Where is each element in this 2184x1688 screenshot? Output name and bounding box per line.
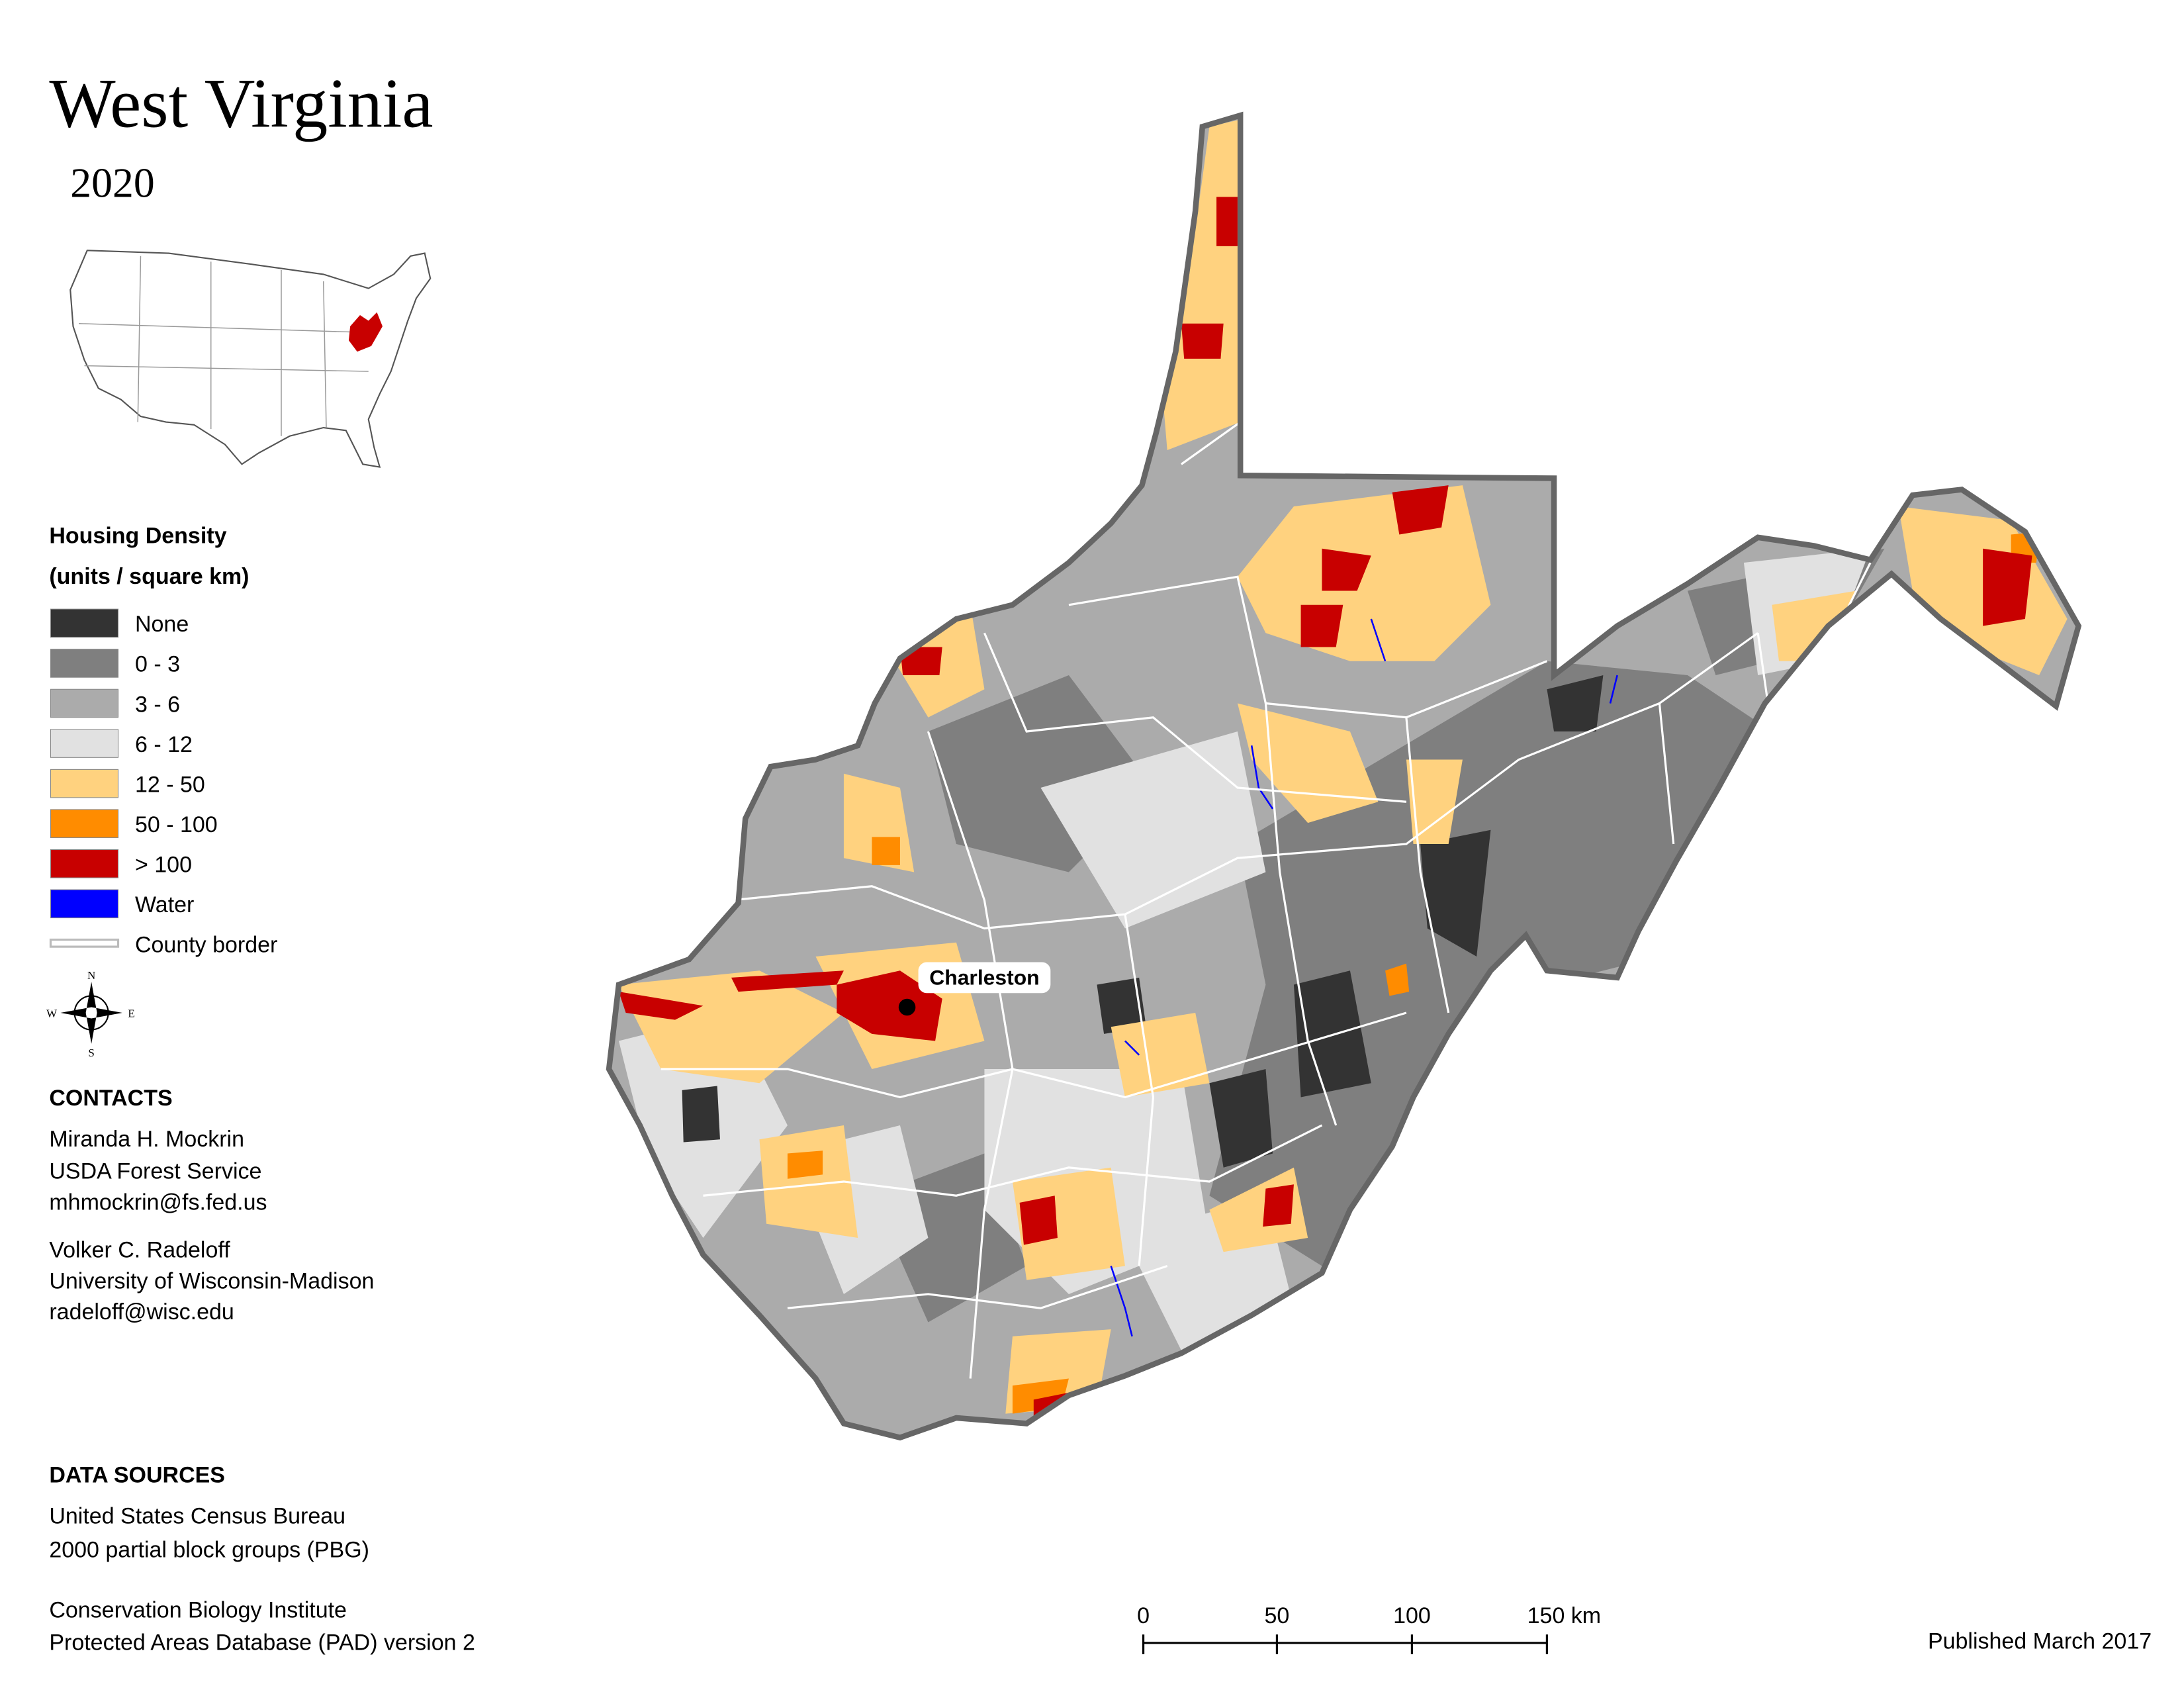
legend: None 0 - 3 3 - 6 6 - 12 12 - 50 50 - 100 > 100… [49,608,277,958]
legend-label: None [135,612,189,637]
source-line: Conservation Biology Institute [49,1598,347,1623]
map-title: West Virginia [49,64,433,142]
contacts-heading: CONTACTS [49,1086,172,1111]
legend-label: County border [135,933,277,958]
scale-label: 150 km [1527,1603,1601,1628]
legend-swatch [50,769,119,798]
legend-label: 6 - 12 [135,732,193,757]
legend-label: 12 - 50 [135,772,205,797]
city-label-bg [918,962,1051,994]
density-over-100 [618,197,2032,1424]
map-year: 2020 [70,160,154,207]
scale-label: 100 [1393,1603,1431,1628]
source-line: 2000 partial block groups (PBG) [49,1537,369,1562]
source-line: Protected Areas Database (PAD) version 2 [49,1630,475,1656]
legend-label: 3 - 6 [135,692,180,717]
contact-line: Miranda H. Mockrin [49,1127,244,1152]
scale-bar: 0 50 100 150 km [1137,1603,1601,1654]
source-line: United States Census Bureau [49,1503,345,1528]
legend-swatch [50,889,119,919]
legend-label: Water [135,892,194,917]
legend-swatch [50,608,119,638]
inset-highlight [348,312,383,352]
legend-label: > 100 [135,852,192,877]
compass: N S E W [46,969,135,1059]
contact-line: Volker C. Radeloff [49,1238,230,1263]
contact-line: University of Wisconsin-Madison [49,1268,374,1293]
contact-line: radeloff@wisc.edu [49,1299,234,1325]
legend-swatch [50,729,119,758]
contact-line: USDA Forest Service [49,1159,261,1184]
state-map: Charleston [609,115,2079,1437]
inset-us-map [69,250,432,468]
sources-heading: DATA SOURCES [49,1463,225,1488]
scale-label: 50 [1265,1603,1290,1628]
compass-w: W [46,1007,57,1019]
compass-n: N [87,969,95,982]
city-dot [898,998,916,1016]
legend-subtitle: (units / square km) [49,564,249,589]
legend-swatch [50,688,119,718]
compass-e: E [128,1007,134,1019]
legend-label: 0 - 3 [135,652,180,677]
legend-swatch [50,849,119,878]
legend-swatch [50,649,119,678]
density-none [682,675,1604,1168]
contact-line: mhmockrin@fs.fed.us [49,1190,267,1215]
published-note: Published March 2017 [1928,1628,2152,1654]
legend-title: Housing Density [49,523,226,548]
compass-s: S [88,1047,94,1059]
scale-label: 0 [1137,1603,1150,1628]
legend-swatch [50,809,119,838]
county-borders [660,421,1872,1379]
legend-label: 50 - 100 [135,812,218,837]
city-label: Charleston [929,965,1039,989]
legend-swatch [49,938,120,948]
water [1110,618,1618,1337]
